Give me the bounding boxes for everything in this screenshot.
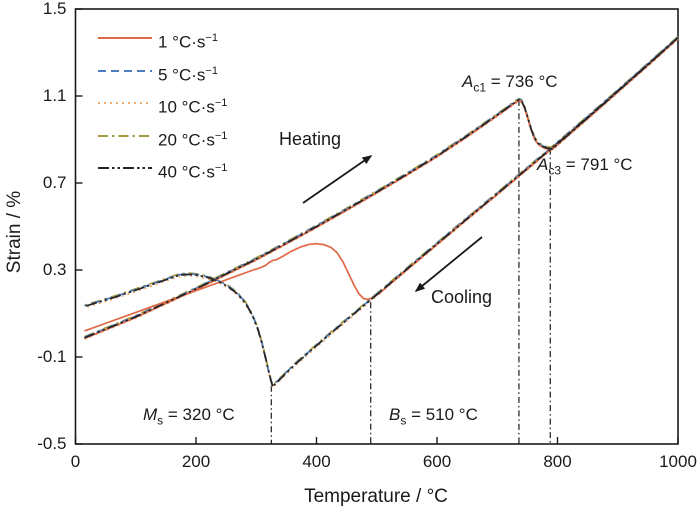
legend-label: 20 °C·s−1 [158, 129, 228, 150]
legend-line-sample [98, 102, 152, 104]
y-tick-label: 1.5 [42, 0, 67, 18]
annotation-ms: Ms = 320 °C [143, 405, 235, 428]
annotation-ac1: Ac1 = 736 °C [462, 72, 558, 95]
x-tick-label: 0 [70, 452, 81, 471]
heating-arrow [302, 155, 373, 204]
y-tick-label: 1.1 [42, 86, 67, 105]
annotation-ac3: Ac3 = 791 °C [537, 155, 633, 178]
y-axis-title: Strain / % [4, 190, 25, 274]
cooling-arrow [414, 236, 483, 292]
legend-line-sample [98, 69, 152, 72]
x-tick-label: 400 [302, 452, 331, 471]
x-tick-label: 200 [181, 452, 211, 471]
legend-label: 5 °C·s−1 [158, 64, 218, 85]
annotation-bs: Bs = 510 °C [389, 405, 478, 428]
curve-40C-per-s [84, 37, 679, 387]
legend-line-sample [98, 37, 152, 39]
legend-line-sample [98, 167, 152, 169]
heating-label: Heating [279, 129, 342, 149]
legend-label: 40 °C·s−1 [158, 162, 228, 182]
y-tick-label: -0.5 [37, 434, 67, 453]
x-tick-label: 1000 [659, 452, 697, 471]
x-axis-title: Temperature / °C [304, 486, 448, 507]
x-tick-label: 600 [422, 452, 452, 471]
legend-label: 10 °C·s−1 [158, 97, 228, 117]
cooling-label: Cooling [431, 287, 493, 307]
x-tick-label: 800 [543, 452, 572, 471]
legend-line-sample [98, 134, 152, 137]
plot-frame [74, 8, 679, 445]
legend-label: 1 °C·s−1 [158, 32, 218, 52]
y-tick-label: -0.1 [37, 347, 67, 366]
y-tick-label: 0.7 [42, 173, 67, 192]
curve-20C-per-s [84, 35, 679, 386]
curve-5C-per-s [84, 36, 679, 387]
y-tick-label: 0.3 [42, 260, 67, 279]
